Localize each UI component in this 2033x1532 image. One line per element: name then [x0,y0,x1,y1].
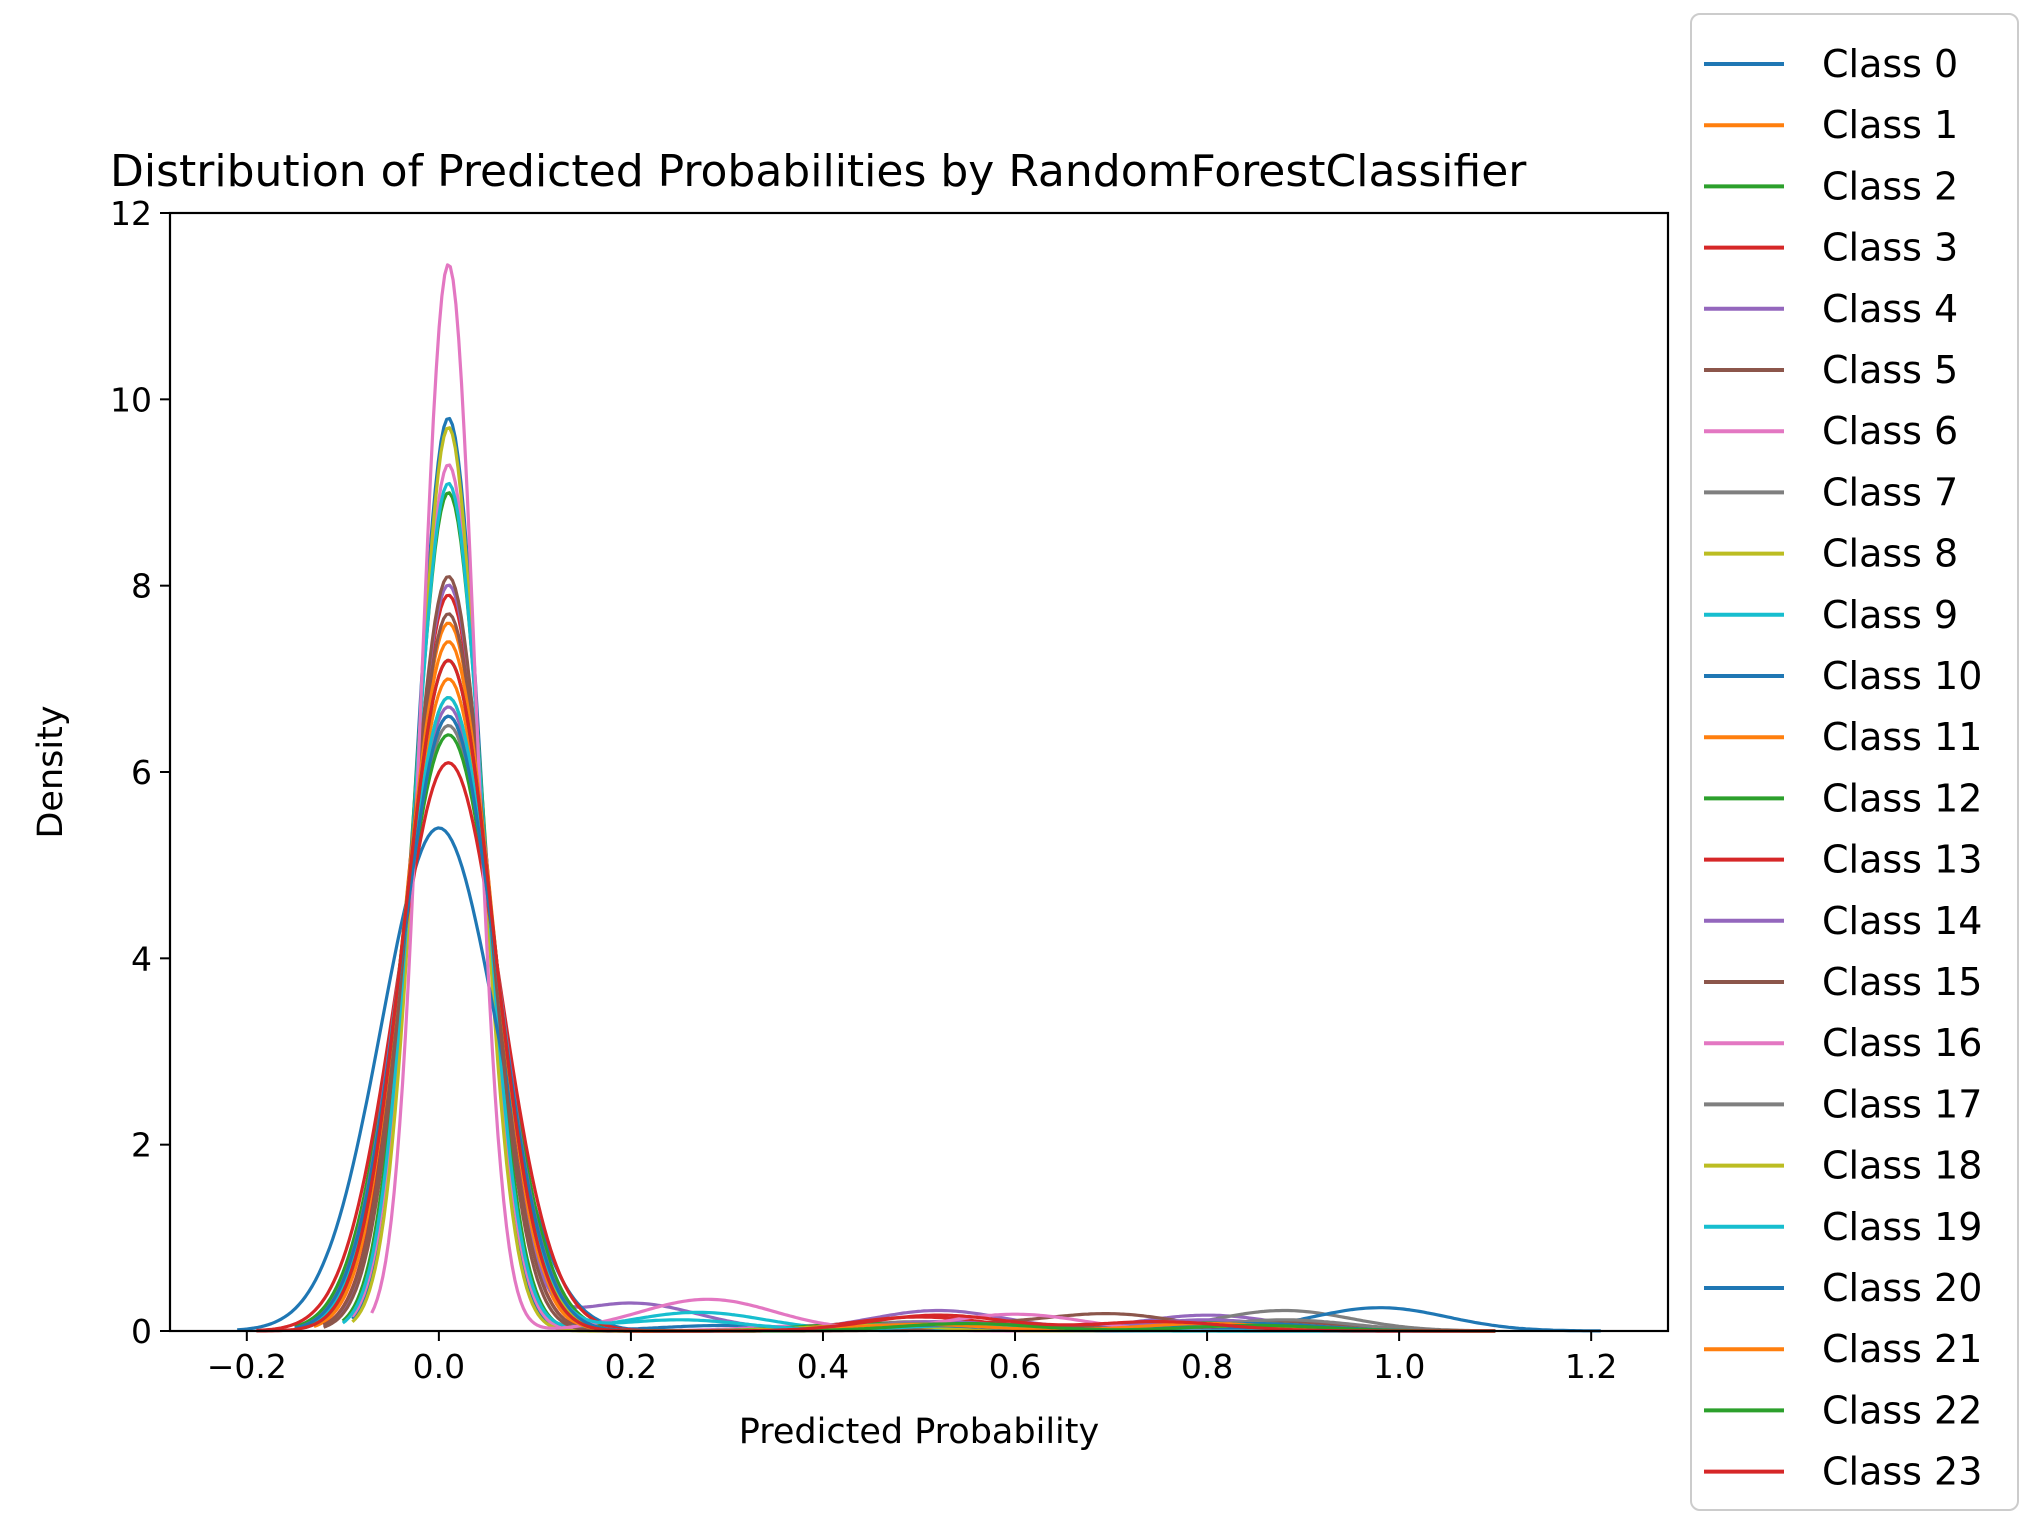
y-tick-label: 12 [110,194,152,233]
legend-label: Class 5 [1822,348,1958,392]
legend-label: Class 9 [1822,593,1958,637]
y-tick-label: 6 [131,753,152,792]
legend-label: Class 1 [1822,103,1958,147]
legend-label: Class 23 [1822,1450,1982,1494]
x-tick-label: 0.2 [605,1347,657,1386]
legend-label: Class 10 [1822,654,1982,698]
x-tick-label: 1.0 [1373,1347,1425,1386]
legend-label: Class 16 [1822,1021,1982,1065]
x-tick-label: −0.2 [207,1347,287,1386]
y-tick-label: 0 [131,1312,152,1351]
x-tick-label: 0.4 [797,1347,849,1386]
y-axis-label: Density [31,705,71,838]
x-axis-label: Predicted Probability [739,1412,1099,1452]
legend-label: Class 19 [1822,1205,1982,1249]
y-tick-label: 4 [131,939,152,978]
y-tick-label: 10 [110,380,152,419]
chart-title: Distribution of Predicted Probabilities … [110,146,1527,197]
legend: Class 0 Class 1 Class 2 Class 3 Class 4 Class… [1690,13,2019,1511]
legend-label: Class 6 [1822,409,1958,453]
legend-label: Class 3 [1822,226,1958,270]
legend-label: Class 0 [1822,42,1958,86]
legend-box [1690,13,2019,1511]
legend-label: Class 13 [1822,838,1982,882]
legend-label: Class 4 [1822,287,1958,331]
x-tick-label: 1.2 [1565,1347,1617,1386]
x-tick-label: 0.6 [989,1347,1041,1386]
series-line-class-23 [256,658,1496,1333]
x-tick-label: 0.8 [1181,1347,1233,1386]
legend-label: Class 12 [1822,776,1982,820]
legend-label: Class 22 [1822,1388,1982,1432]
y-axis-ticks: 0 2 4 6 8 10 12 [110,194,170,1351]
series-line-class-15 [323,575,1496,1333]
y-tick-label: 2 [131,1126,152,1165]
legend-label: Class 15 [1822,960,1982,1004]
legend-label: Class 11 [1822,715,1982,759]
x-axis-ticks: −0.2 0.0 0.2 0.4 0.6 0.8 1.0 1.2 [207,1331,1617,1386]
legend-label: Class 2 [1822,164,1958,208]
legend-label: Class 8 [1822,532,1958,576]
legend-label: Class 17 [1822,1082,1982,1126]
legend-label: Class 14 [1822,899,1982,943]
y-tick-label: 8 [131,567,152,606]
legend-label: Class 7 [1822,470,1958,514]
legend-label: Class 18 [1822,1144,1982,1188]
x-tick-label: 0.0 [413,1347,465,1386]
legend-label: Class 20 [1822,1266,1982,1310]
legend-label: Class 21 [1822,1327,1982,1371]
